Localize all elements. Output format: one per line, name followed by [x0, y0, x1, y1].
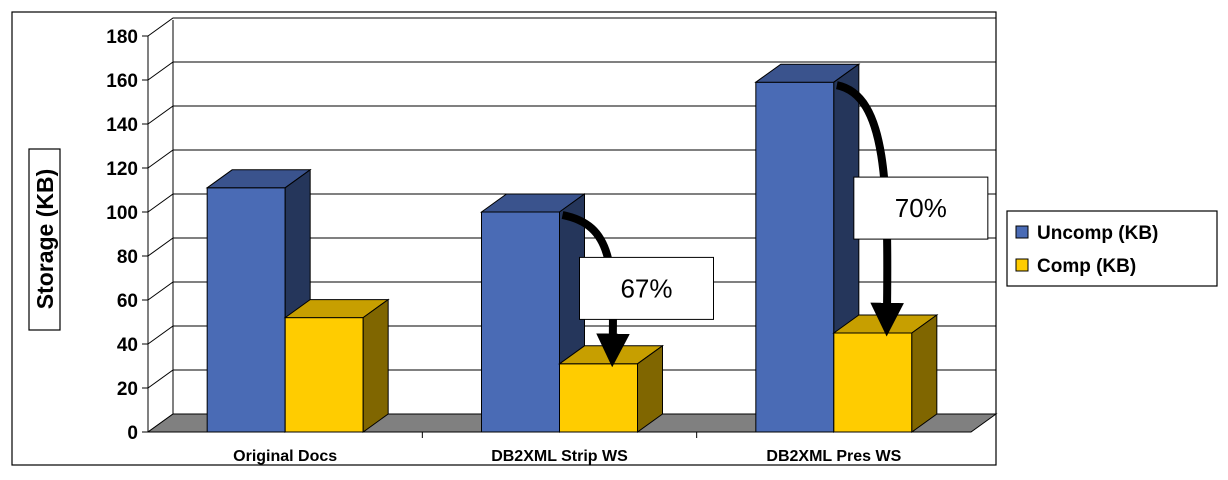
ylabel-box [28, 148, 61, 331]
y-tick-label: 0 [127, 423, 138, 444]
y-axis-label: Storage (KB) [32, 169, 58, 310]
gridline [147, 61, 996, 81]
x-tick-label: DB2XML Strip WS [491, 448, 628, 465]
bar-uncomp-kb [205, 168, 312, 433]
legend-label-comp: Comp (KB) [1037, 256, 1136, 277]
gridline [147, 237, 996, 257]
gridline [147, 149, 996, 169]
gridline [147, 325, 996, 345]
annotation-box [579, 256, 714, 320]
y-tick-label: 60 [117, 291, 138, 312]
legend: Uncomp (KB) Comp (KB) [1006, 210, 1218, 287]
bar-front [755, 81, 835, 433]
gridline [147, 369, 996, 389]
bar-comp-kb [557, 344, 665, 433]
reduction-annotation: 70% [835, 81, 989, 337]
bar-front [559, 363, 638, 433]
y-tick-label: 140 [106, 115, 138, 136]
bar-side [637, 344, 663, 433]
annotation-label: 70% [895, 193, 947, 223]
annotation-box [853, 176, 989, 240]
y-tick-label: 20 [117, 379, 138, 400]
bars [205, 63, 939, 433]
bar-comp-kb [832, 314, 939, 433]
bar-comp-kb [283, 298, 390, 433]
gridlines [147, 17, 997, 433]
y-tick-label: 40 [117, 335, 138, 356]
legend-label-uncomp: Uncomp (KB) [1037, 223, 1158, 244]
annotations: 67% 70% [561, 81, 989, 368]
x-tick-label: DB2XML Pres WS [766, 448, 901, 465]
reduction-annotation: 67% [561, 211, 714, 368]
bar-front [481, 211, 560, 433]
legend-swatch-comp [1015, 258, 1029, 272]
bar-front [284, 317, 364, 433]
y-tick-label: 120 [106, 159, 138, 180]
annotation-label: 67% [620, 273, 672, 303]
gridline [147, 105, 996, 125]
axes: 0 20 40 60 80 100 120 140 160 180 Original Docs DB2… [106, 27, 971, 465]
legend-box [1006, 210, 1218, 287]
gridline [147, 193, 996, 213]
arrow [561, 211, 630, 368]
x-tick-label: Original Docs [233, 448, 337, 465]
gridline [147, 281, 996, 301]
legend-swatch-uncomp [1015, 225, 1029, 239]
y-tick-label: 80 [117, 247, 138, 268]
y-tick-label: 180 [106, 27, 138, 48]
y-tick-label: 160 [106, 71, 138, 92]
y-tick-label: 100 [106, 203, 138, 224]
arrow [835, 81, 904, 337]
bar-front [206, 187, 286, 433]
bar-side [911, 314, 938, 433]
bar-side [362, 298, 389, 433]
bar-front [833, 332, 913, 433]
